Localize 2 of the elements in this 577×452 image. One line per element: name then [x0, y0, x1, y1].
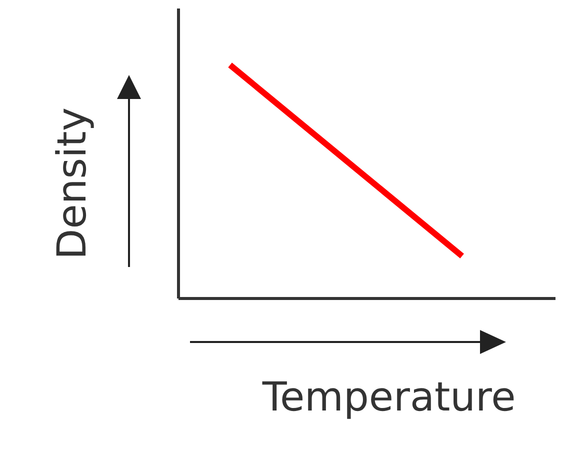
- y-axis-title: Density: [50, 107, 96, 260]
- x-axis-title: Temperature: [261, 374, 516, 420]
